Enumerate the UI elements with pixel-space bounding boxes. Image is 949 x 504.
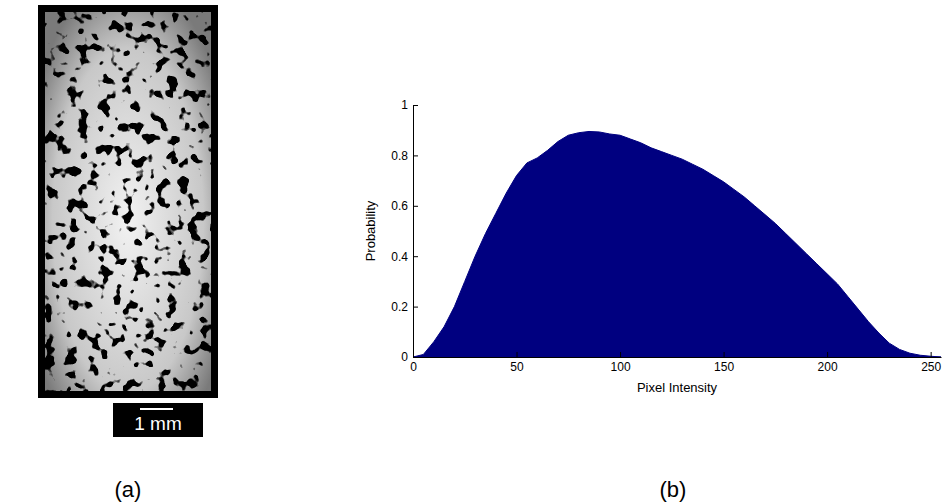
x-axis-title: Pixel Intensity: [637, 380, 718, 395]
tick: 1: [401, 98, 418, 112]
axis-line: [414, 357, 942, 358]
tick-label: 50: [510, 360, 524, 374]
axis-line: [413, 106, 414, 358]
tick-mark: [620, 352, 621, 357]
y-axis: 0 0.2 0.4 0.6 0.8 1: [391, 98, 418, 364]
chart-panel: 0 50 100 150 200 250 0 0.2 0.4 0.6 0.8 1 Pixel Inten…: [363, 98, 942, 395]
tick: 0.6: [391, 199, 418, 213]
tick-label: 0.8: [391, 149, 408, 163]
image-frame: [38, 5, 218, 398]
tick-label: 0.2: [391, 300, 408, 314]
tick-label: 100: [611, 360, 631, 374]
tick-mark: [827, 352, 828, 357]
scale-bar-box: [113, 403, 203, 437]
scale-bar: [140, 408, 173, 410]
tick: 0.8: [391, 149, 418, 163]
tick-label: 0.4: [391, 250, 408, 264]
plot-area: [413, 131, 941, 357]
tick-mark: [413, 307, 418, 308]
scale-bar-label: 1 mm: [134, 413, 182, 434]
probability-area: [413, 131, 941, 357]
tick-label: 250: [921, 360, 941, 374]
tick-mark: [517, 352, 518, 357]
y-axis-title: Probability: [363, 200, 378, 261]
tick-label: 200: [818, 360, 838, 374]
tick-mark: [931, 352, 932, 357]
tick-label: 0: [410, 360, 417, 374]
x-axis: 0 50 100 150 200 250: [410, 352, 941, 374]
tick-label: 0.6: [391, 199, 408, 213]
panel-label: (a): [115, 477, 142, 502]
tick: 0: [401, 350, 418, 364]
tick: 0.2: [391, 300, 418, 314]
tick-label: 0: [401, 350, 408, 364]
tick-mark: [413, 105, 418, 106]
panel-label: (b): [660, 477, 687, 502]
tick: 0.4: [391, 250, 418, 264]
specimen-surface: [45, 12, 211, 391]
image-panel: 1 mm: [38, 5, 218, 437]
tick-mark: [413, 256, 418, 257]
tick-label: 150: [714, 360, 734, 374]
tick-mark: [413, 357, 418, 358]
tick-mark: [413, 206, 418, 207]
tick-label: 1: [401, 98, 408, 112]
tick: 100: [611, 352, 631, 374]
speckle-texture: [45, 12, 211, 391]
tick: 250: [921, 352, 941, 374]
tick-mark: [413, 155, 418, 156]
tick: 200: [818, 352, 838, 374]
tick-mark: [724, 352, 725, 357]
tick: 150: [714, 352, 734, 374]
tick: 50: [510, 352, 524, 374]
